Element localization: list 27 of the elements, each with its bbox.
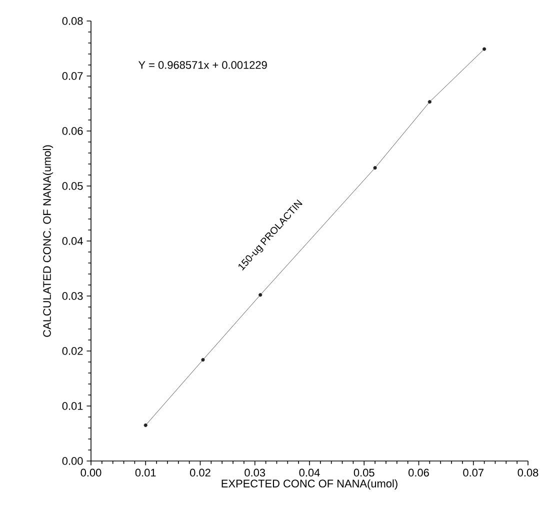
point [373, 166, 377, 170]
x-tick-label: 0.07 [463, 468, 484, 477]
annotation: Y = 0.968571x + 0.001229 [138, 61, 267, 69]
x-tick-label: 0.03 [244, 468, 266, 477]
y-tick-label: 0.05 [62, 182, 83, 190]
x-tick-label: 0.08 [518, 468, 538, 477]
x-tick-label: 0.06 [408, 468, 429, 477]
point [144, 423, 148, 428]
y-tick-label: 0.02 [62, 347, 83, 355]
y-tick-label: 0.08 [62, 17, 83, 25]
x-tick-label: 0.01 [135, 468, 156, 477]
point [201, 358, 205, 362]
y-tick-label: 0.04 [62, 237, 83, 245]
x-tick-label: 0.02 [190, 468, 210, 477]
y-tick-label: 0.07 [62, 72, 83, 80]
point [258, 293, 262, 297]
y-tick-label: 0.00 [62, 457, 83, 465]
x-tick-label: 0.05 [354, 468, 374, 477]
x-tick-label: 0.04 [299, 468, 320, 477]
y-tick-label: 0.06 [62, 127, 83, 135]
x-tick-label: 0.00 [80, 468, 102, 477]
y-tick-label: 0.03 [62, 292, 83, 300]
y-tick-label: 0.01 [62, 402, 83, 410]
y-axis-title: CALCULATED CONC. OF NANA(umol) [42, 145, 54, 337]
point [482, 47, 486, 51]
x-axis-title: EXPECTED CONC OF NANA(umol) [222, 479, 398, 490]
point [428, 100, 432, 104]
